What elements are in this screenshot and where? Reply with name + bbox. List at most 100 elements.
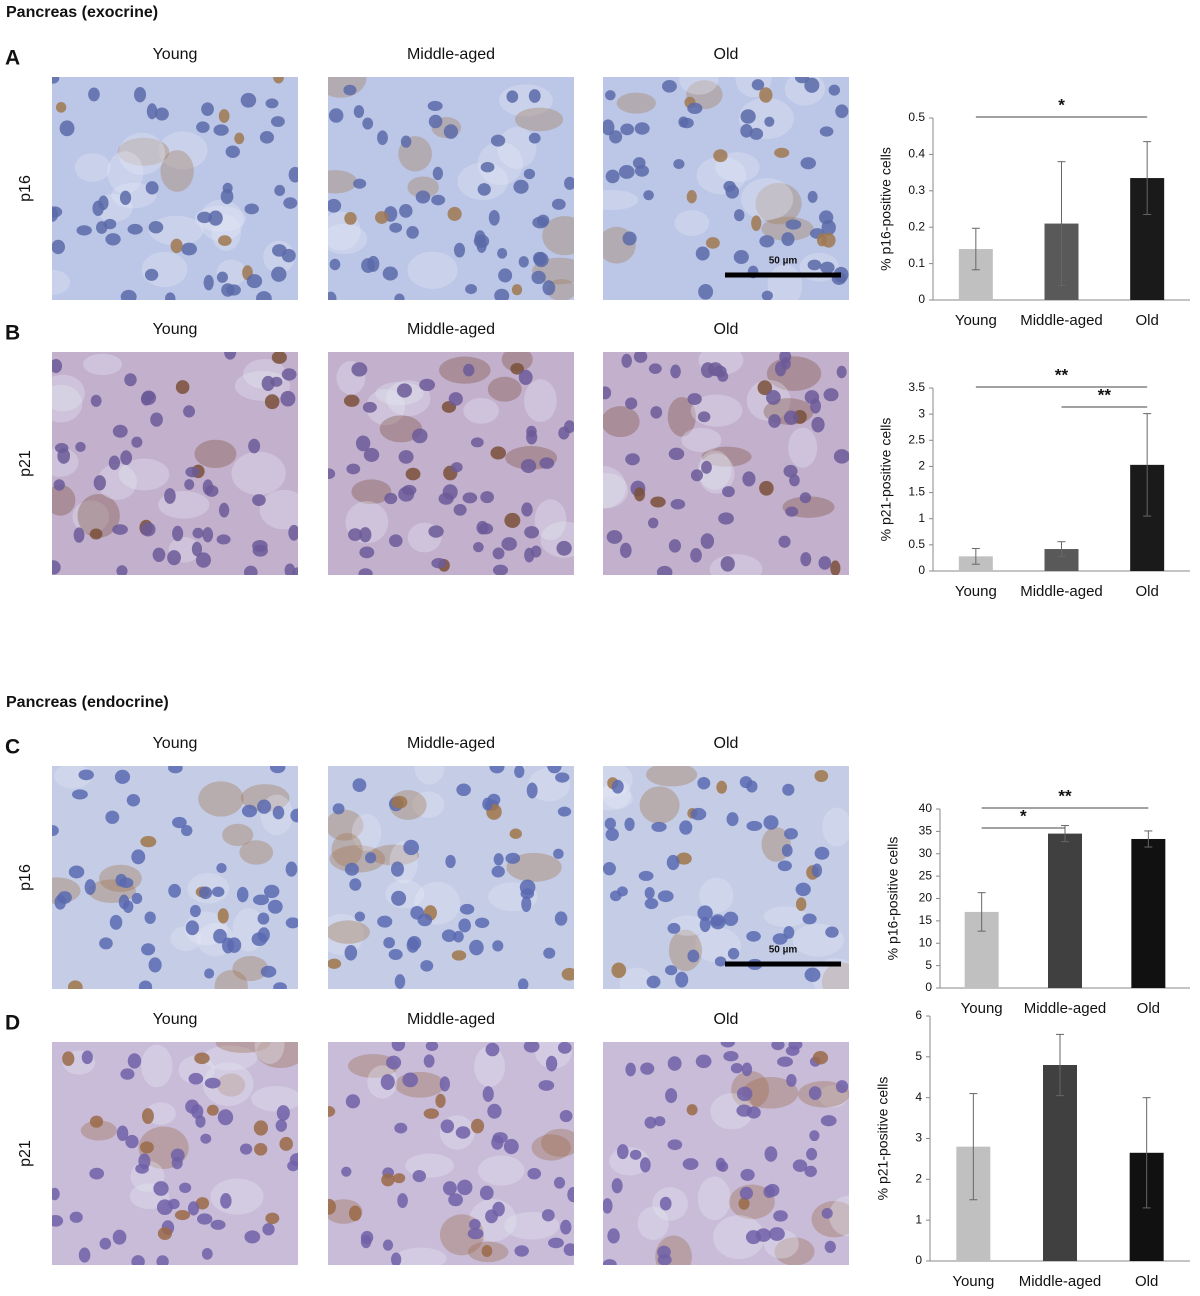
cytoplasm bbox=[351, 813, 382, 852]
cytoplasm bbox=[457, 162, 509, 201]
cytoplasm bbox=[72, 500, 110, 534]
nucleus bbox=[548, 1237, 564, 1249]
nucleus bbox=[553, 848, 564, 860]
nucleus bbox=[786, 1074, 797, 1087]
nucleus bbox=[120, 289, 137, 300]
cytoplasm bbox=[83, 353, 123, 376]
nucleus bbox=[348, 528, 363, 541]
nucleus bbox=[734, 209, 745, 222]
nucleus bbox=[824, 1240, 836, 1254]
nucleus bbox=[412, 428, 428, 444]
nucleus bbox=[781, 232, 795, 246]
cytoplasm bbox=[328, 913, 364, 956]
nucleus bbox=[523, 168, 536, 180]
y-tick-label: 20 bbox=[919, 891, 933, 905]
nucleus bbox=[604, 817, 616, 830]
nucleus bbox=[73, 527, 85, 543]
nucleus bbox=[609, 890, 622, 902]
nucleus bbox=[490, 134, 506, 147]
bar bbox=[1131, 838, 1166, 988]
y-tick-label: 25 bbox=[919, 868, 933, 882]
nucleus bbox=[344, 862, 359, 876]
nucleus bbox=[462, 492, 478, 504]
nucleus bbox=[520, 888, 535, 900]
nucleus bbox=[175, 380, 190, 394]
x-tick-label: Middle-aged bbox=[1019, 1273, 1102, 1290]
nucleus bbox=[736, 1086, 753, 1102]
nucleus bbox=[739, 1186, 754, 1200]
y-tick-label: 40 bbox=[919, 801, 933, 815]
nucleus bbox=[131, 892, 143, 904]
nucleus bbox=[439, 1076, 450, 1092]
nucleus bbox=[53, 479, 65, 491]
panel-letter: A bbox=[5, 47, 20, 70]
nucleus bbox=[254, 1143, 268, 1156]
tissue bbox=[603, 352, 849, 575]
nucleus bbox=[105, 810, 120, 824]
cytoplasm bbox=[619, 967, 655, 989]
y-tick-label: 3 bbox=[915, 1131, 922, 1145]
nucleus bbox=[560, 1219, 572, 1235]
nucleus bbox=[567, 1186, 574, 1203]
nucleus bbox=[201, 1247, 213, 1260]
nucleus bbox=[212, 886, 225, 898]
cytoplasm bbox=[198, 781, 244, 817]
y-tick-label: 3.5 bbox=[908, 380, 925, 394]
nucleus bbox=[135, 1163, 149, 1174]
y-tick-label: 5 bbox=[915, 1049, 922, 1063]
cytoplasm bbox=[639, 786, 680, 824]
nucleus bbox=[256, 291, 272, 300]
cytoplasm bbox=[784, 77, 826, 106]
nucleus bbox=[84, 879, 96, 895]
nucleus bbox=[611, 779, 624, 794]
cytoplasm bbox=[710, 1093, 754, 1130]
cytoplasm bbox=[118, 132, 166, 175]
nucleus bbox=[561, 967, 574, 981]
nucleus bbox=[345, 1094, 361, 1109]
y-tick-label: 0.1 bbox=[908, 256, 925, 270]
cytoplasm bbox=[767, 264, 803, 300]
cytoplasm bbox=[674, 209, 710, 236]
nucleus bbox=[351, 362, 368, 377]
nucleus bbox=[218, 502, 230, 518]
nucleus bbox=[705, 237, 720, 249]
micrograph bbox=[52, 766, 298, 989]
nucleus bbox=[144, 911, 156, 924]
column-label: Old bbox=[714, 46, 739, 63]
nucleus bbox=[427, 100, 443, 112]
nucleus bbox=[99, 1237, 112, 1250]
nucleus bbox=[493, 853, 504, 866]
nucleus bbox=[96, 221, 108, 234]
nucleus bbox=[275, 1119, 287, 1132]
nucleus bbox=[52, 560, 61, 575]
nucleus bbox=[388, 948, 403, 960]
cytoplasm bbox=[214, 970, 248, 989]
nucleus bbox=[195, 552, 211, 568]
nucleus bbox=[557, 1042, 572, 1054]
nucleus bbox=[384, 492, 398, 505]
cytoplasm bbox=[328, 170, 358, 194]
nucleus bbox=[274, 184, 286, 197]
x-tick-label: Middle-aged bbox=[1024, 1000, 1107, 1017]
nucleus bbox=[349, 878, 362, 891]
nucleus bbox=[687, 393, 702, 405]
nucleus bbox=[448, 392, 463, 406]
nucleus bbox=[644, 1116, 657, 1129]
nucleus bbox=[358, 568, 373, 575]
nucleus bbox=[640, 1062, 655, 1075]
nucleus bbox=[783, 464, 798, 478]
nucleus bbox=[120, 450, 133, 466]
nucleus bbox=[353, 178, 367, 189]
micrograph bbox=[328, 766, 574, 989]
cytoplasm bbox=[474, 1046, 506, 1088]
nucleus bbox=[440, 1119, 455, 1134]
nucleus bbox=[52, 825, 59, 836]
nucleus bbox=[453, 930, 464, 943]
nucleus bbox=[492, 1132, 508, 1144]
nucleus bbox=[480, 491, 494, 504]
column-label: Middle-aged bbox=[407, 46, 495, 63]
cytoplasm bbox=[240, 784, 290, 812]
nucleus bbox=[679, 820, 693, 835]
cytoplasm bbox=[542, 216, 574, 256]
nucleus bbox=[788, 1042, 803, 1050]
